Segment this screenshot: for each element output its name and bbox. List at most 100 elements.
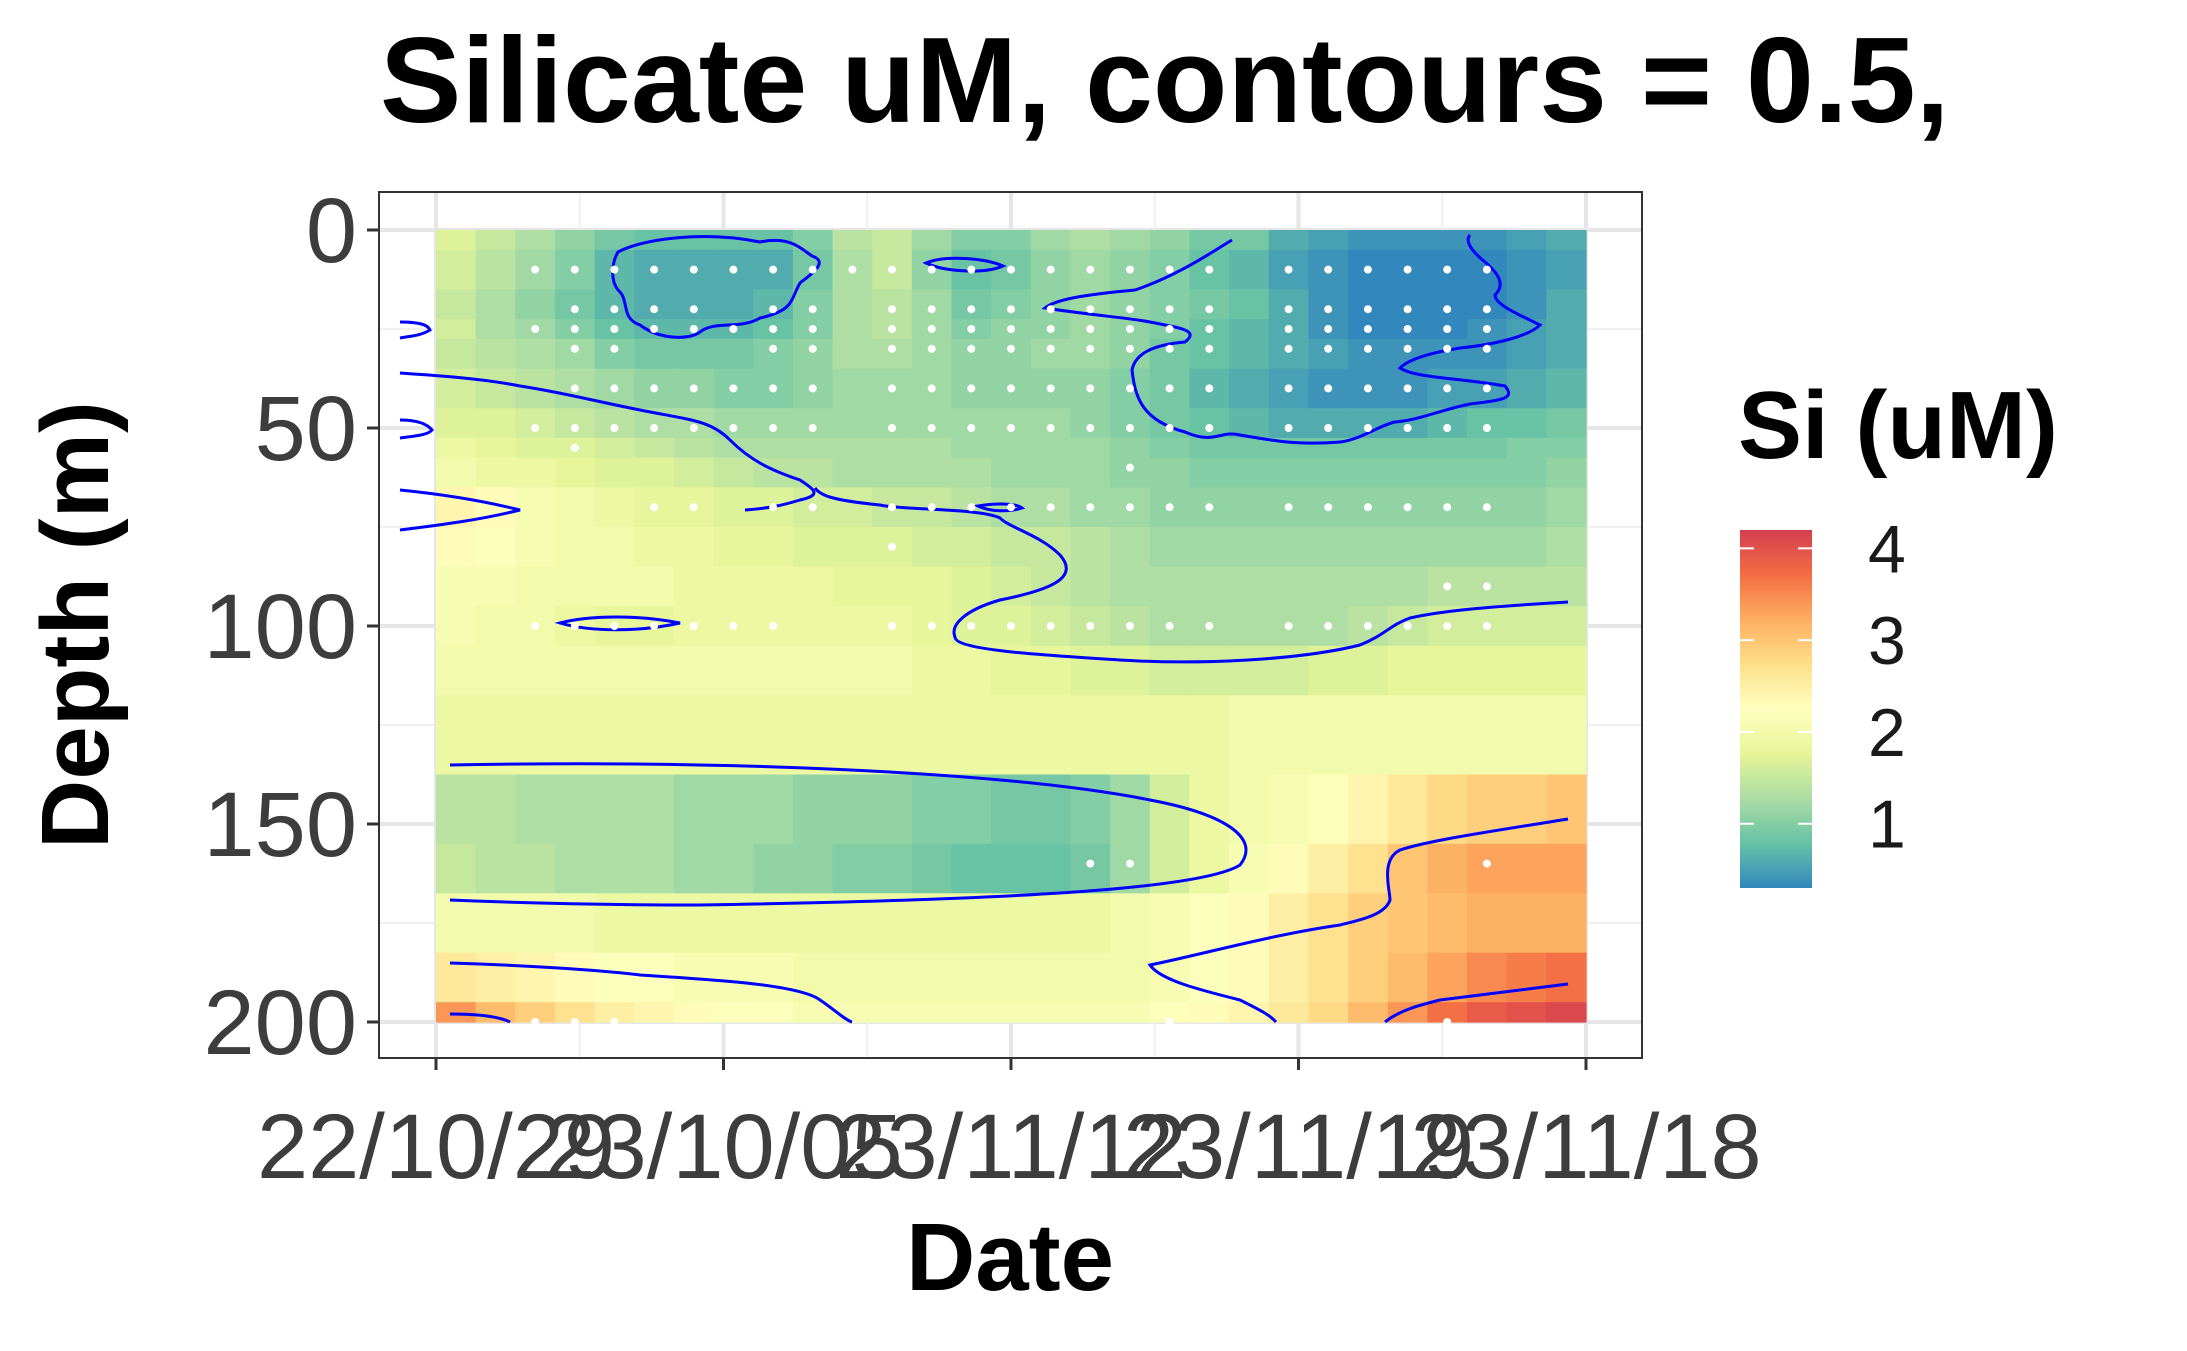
sample-point	[1165, 1018, 1174, 1026]
heatmap-cell	[673, 843, 715, 894]
sample-point	[1284, 424, 1293, 432]
heatmap-cell	[1387, 893, 1428, 954]
heatmap-cell	[951, 457, 992, 488]
heatmap-cell	[991, 437, 1032, 459]
sample-point	[650, 265, 659, 274]
sample-point	[1007, 622, 1015, 630]
heatmap-cell	[832, 843, 873, 894]
heatmap-cell	[792, 952, 834, 1003]
sample-point	[769, 305, 778, 314]
sample-point	[1482, 344, 1491, 353]
heatmap-cell	[792, 408, 834, 439]
heatmap-cell	[1070, 1002, 1111, 1023]
heatmap-cell	[554, 774, 596, 845]
sample-point	[1007, 503, 1015, 512]
sample-point	[1007, 344, 1015, 353]
heatmap-cell	[634, 695, 675, 776]
heatmap-cell	[1229, 1002, 1270, 1023]
heatmap-cell	[1149, 230, 1191, 251]
heatmap-cell	[475, 566, 516, 607]
heatmap-cell	[1110, 695, 1151, 776]
heatmap-cell	[792, 695, 834, 776]
heatmap-cell	[713, 952, 754, 1003]
sample-point	[1482, 582, 1491, 591]
heatmap-cell	[872, 893, 913, 954]
heatmap-cell	[673, 774, 715, 845]
heatmap-cell	[1348, 1002, 1389, 1023]
y-tick-label: 0	[306, 180, 357, 282]
heatmap-cell	[1030, 457, 1072, 488]
heatmap-cell	[911, 338, 953, 370]
sample-point	[1482, 859, 1491, 868]
legend-tick-label: 4	[1868, 511, 1906, 587]
sample-point	[610, 265, 619, 274]
legend-tick-label: 2	[1868, 695, 1906, 771]
heatmap-cell	[911, 774, 953, 845]
sample-point	[1086, 265, 1095, 274]
sample-point	[1126, 384, 1134, 393]
heatmap-cell	[713, 487, 754, 528]
heatmap-cell	[594, 457, 635, 488]
sample-point	[1324, 424, 1333, 432]
sample-point	[927, 622, 936, 630]
sample-point	[1324, 265, 1333, 274]
heatmap-cell	[1308, 952, 1349, 1003]
contour-line	[813, 487, 1569, 664]
heatmap-cell	[634, 774, 675, 845]
heatmap-cell	[713, 457, 754, 488]
heatmap-cell	[1229, 606, 1270, 647]
heatmap-cell	[1110, 457, 1151, 488]
heatmap-cell	[1308, 289, 1349, 320]
heatmap-cell	[1110, 645, 1151, 696]
heatmap-cell	[1149, 566, 1191, 607]
heatmap-cell	[792, 1002, 834, 1023]
heatmap-cell	[475, 606, 516, 647]
heatmap-cell	[1229, 487, 1270, 528]
heatmap-cell	[1546, 527, 1587, 568]
heatmap-cell	[475, 695, 516, 776]
sample-point	[610, 384, 619, 393]
heatmap-cell	[515, 230, 556, 251]
heatmap-cell	[1427, 774, 1468, 845]
heatmap-cell	[1149, 408, 1191, 439]
sample-point	[769, 424, 778, 432]
heatmap-cell	[1546, 893, 1587, 954]
heatmap-cell	[1506, 645, 1547, 696]
sample-point	[927, 503, 936, 512]
y-tick-label: 150	[204, 774, 358, 876]
heatmap-cell	[911, 230, 953, 251]
heatmap-cell	[1268, 774, 1310, 845]
heatmap-cell	[1110, 408, 1151, 439]
heatmap-cell	[1467, 1002, 1508, 1023]
heatmap-cell	[1467, 527, 1508, 568]
sample-point	[1403, 424, 1412, 432]
sample-point	[1046, 325, 1055, 333]
legend-tick-label: 3	[1868, 603, 1906, 679]
heatmap-cell	[594, 645, 635, 696]
sample-point	[1403, 305, 1412, 314]
heatmap-cell	[832, 289, 873, 320]
heatmap-cell	[1189, 893, 1230, 954]
sample-point	[531, 1018, 540, 1026]
sample-point	[1482, 325, 1491, 333]
contour-line	[399, 320, 432, 340]
sample-point	[1363, 424, 1372, 432]
sample-point	[927, 384, 936, 393]
heatmap-cell	[832, 408, 873, 439]
heatmap-cell	[475, 437, 516, 459]
heatmap-cell	[832, 606, 873, 647]
heatmap-cell	[515, 774, 556, 845]
sample-point	[1443, 1018, 1452, 1026]
sample-point	[1324, 503, 1333, 512]
heatmap-cell	[713, 695, 754, 776]
heatmap-cell	[1506, 230, 1547, 251]
heatmap-cell	[436, 1002, 477, 1023]
sample-point	[927, 344, 936, 353]
heatmap-cell	[713, 230, 754, 251]
heatmap-cell	[1268, 457, 1310, 488]
heatmap-cell	[713, 843, 754, 894]
sample-point	[610, 344, 619, 353]
heatmap-cell	[1189, 695, 1230, 776]
contour-line	[449, 961, 853, 1024]
sample-point	[1126, 424, 1134, 432]
